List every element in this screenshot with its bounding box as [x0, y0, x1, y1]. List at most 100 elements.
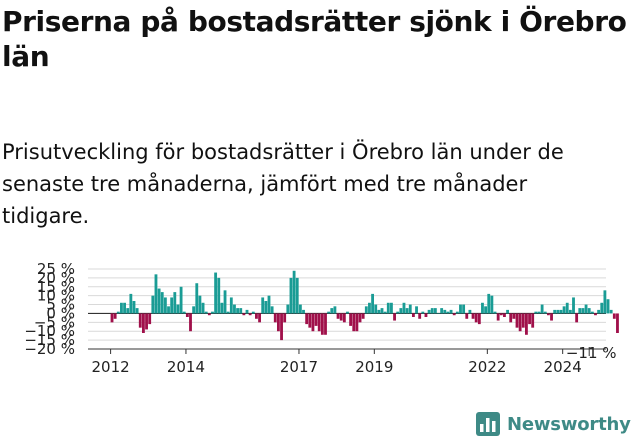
bar — [226, 311, 230, 314]
bar — [229, 297, 233, 314]
bar — [148, 313, 152, 325]
bar — [380, 308, 384, 314]
bar — [371, 293, 374, 314]
bar — [556, 309, 560, 314]
bar — [163, 297, 167, 314]
x-tick-label: 2022 — [468, 358, 506, 376]
bar — [487, 293, 491, 314]
bar — [286, 304, 290, 314]
y-tick-label: 10 % — [37, 287, 75, 305]
bar — [110, 313, 114, 323]
bar — [320, 313, 324, 335]
bar — [474, 313, 478, 323]
bar — [211, 311, 214, 314]
bar — [440, 308, 444, 314]
bar — [396, 311, 400, 314]
bar — [568, 309, 572, 314]
x-tick-label: 2017 — [280, 358, 318, 376]
bar — [339, 313, 343, 321]
bar — [333, 306, 337, 314]
bar — [484, 306, 488, 314]
annotation-label: −11 % — [566, 344, 617, 362]
bar — [399, 308, 403, 314]
bar — [581, 308, 585, 314]
bar — [264, 301, 268, 314]
x-tick-label: 2024 — [544, 358, 582, 376]
bar — [361, 313, 365, 319]
bar — [531, 313, 535, 328]
bar — [233, 304, 236, 314]
bar — [418, 313, 422, 319]
y-tick-label: 20 % — [37, 269, 75, 287]
bar — [587, 308, 591, 314]
bar — [185, 313, 189, 317]
bar — [415, 306, 418, 314]
x-tick-label: 2012 — [92, 358, 130, 376]
bar — [616, 313, 619, 333]
bar — [537, 311, 541, 314]
bar — [157, 288, 161, 314]
newsworthy-logo-icon — [476, 412, 500, 436]
bar — [116, 311, 120, 314]
bar — [179, 286, 183, 314]
bar — [192, 306, 196, 314]
bar — [572, 297, 575, 314]
bar — [606, 299, 610, 314]
bar — [374, 304, 378, 314]
bar — [481, 302, 484, 314]
bar — [590, 311, 594, 314]
bar — [141, 313, 145, 333]
bar — [411, 313, 415, 317]
bar — [377, 309, 381, 314]
bar — [167, 306, 170, 314]
bar — [248, 313, 252, 316]
bar — [261, 297, 265, 314]
bar — [189, 313, 192, 332]
bar — [292, 270, 296, 314]
bar — [223, 290, 227, 314]
y-tick-label: 0 % — [46, 304, 75, 322]
bar — [477, 313, 481, 325]
bar — [267, 295, 271, 314]
bar — [609, 309, 613, 314]
bar — [135, 308, 139, 314]
bar — [446, 311, 450, 314]
bar — [236, 308, 240, 314]
bar — [160, 292, 164, 314]
y-tick-label: −20 % — [24, 340, 75, 358]
bar — [129, 293, 133, 314]
bar — [408, 304, 412, 314]
bar — [126, 308, 130, 314]
bar — [346, 311, 349, 314]
bar — [562, 306, 566, 314]
bar — [506, 309, 509, 314]
bar — [195, 283, 199, 314]
bar — [364, 306, 368, 314]
bar — [349, 313, 353, 326]
bar — [182, 311, 186, 314]
bar — [468, 309, 472, 314]
bar — [201, 302, 205, 314]
bar — [311, 313, 315, 332]
bar — [525, 313, 528, 335]
bar — [405, 308, 409, 314]
brand-logo: Newsworthy — [476, 409, 631, 439]
bar — [120, 302, 123, 314]
bar — [546, 313, 550, 316]
bar — [242, 313, 246, 316]
bar — [330, 308, 334, 314]
bar — [214, 272, 218, 314]
bar — [255, 313, 258, 319]
bar — [217, 277, 221, 314]
x-axis: 2012 2014 2017 2019 2022 2024 — [88, 348, 606, 376]
bar — [204, 311, 208, 314]
bar — [471, 313, 475, 319]
bar — [430, 308, 434, 314]
bar — [584, 304, 588, 314]
bar — [276, 313, 280, 332]
bar — [151, 295, 155, 314]
bar — [433, 308, 437, 314]
bar — [113, 313, 117, 319]
bar — [449, 309, 453, 314]
bar — [509, 313, 513, 323]
